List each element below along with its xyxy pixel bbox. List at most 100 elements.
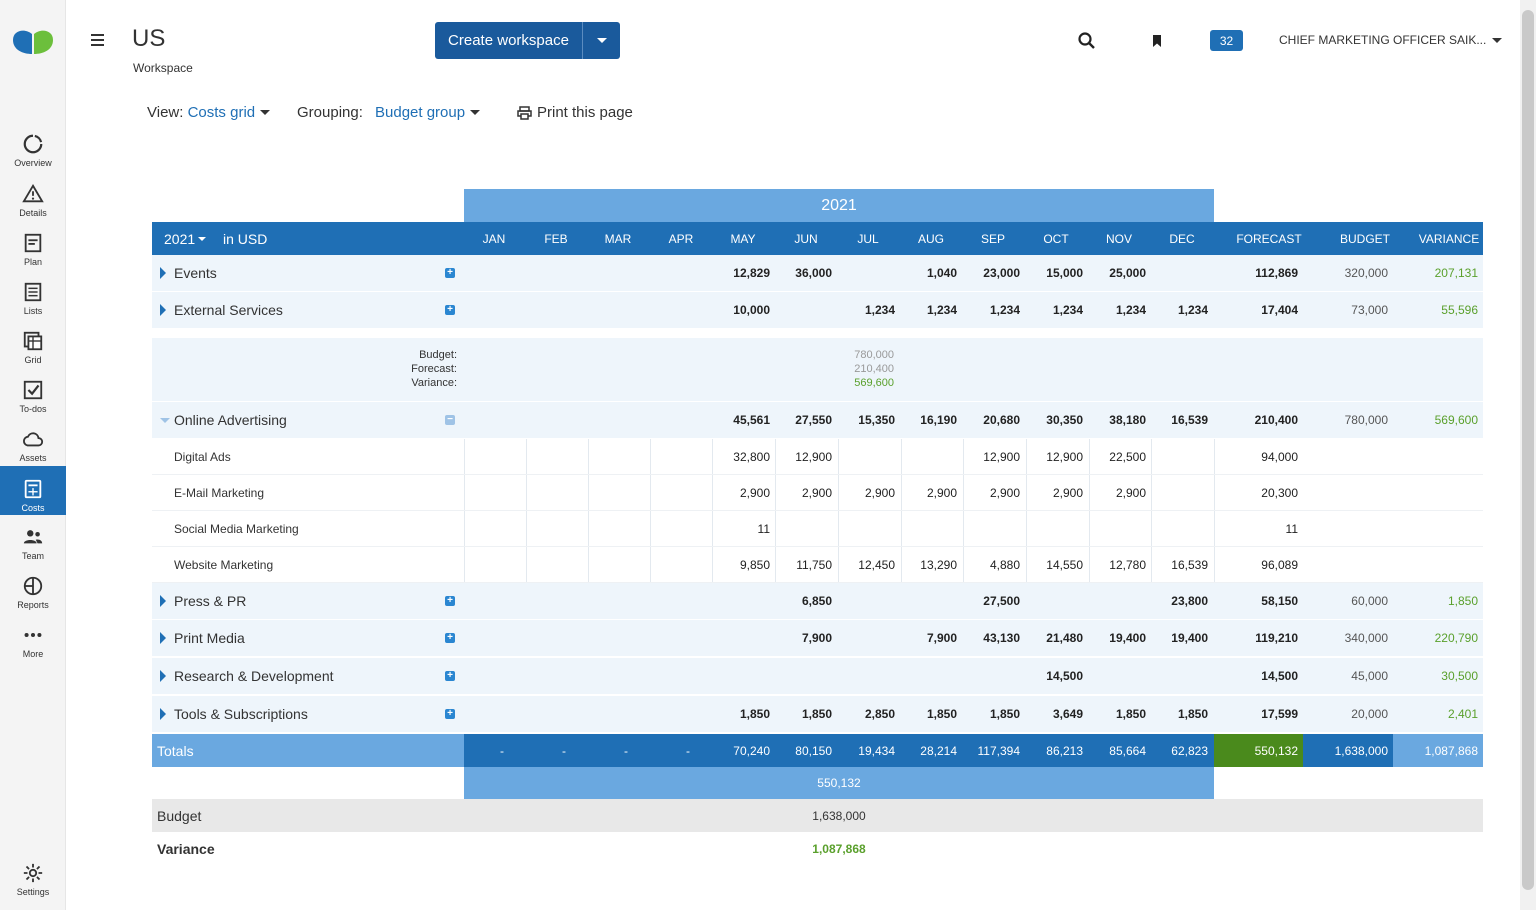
column-header-feb[interactable]: FEB [544,231,568,246]
column-header-jun[interactable]: JUN [794,231,818,246]
cell-oct: 21,480 [1046,631,1083,645]
cell-budget: 320,000 [1344,266,1388,280]
add-icon[interactable]: + [445,268,455,278]
sidebar-item-to-dos[interactable]: To-dos [0,377,66,425]
table-group-row: + Events 12,829 36,000 1,040 23,000 15,000 25,0… [152,255,1483,292]
expand-icon[interactable] [160,304,166,316]
cell-sep: 1,234 [989,303,1020,317]
total-oct: 86,213 [1046,743,1083,758]
row-label: External Services [174,302,283,318]
row-label: Print Media [174,630,245,646]
expand-icon[interactable] [160,267,166,279]
cell-nov: 12,780 [1109,557,1146,572]
cell-variance [1398,547,1478,582]
hamburger-menu-icon[interactable] [88,30,108,50]
column-header-budget[interactable]: BUDGET [1339,231,1390,246]
cell-apr [610,255,690,291]
cell-sep: 1,850 [989,707,1020,721]
print-page-button[interactable]: Print this page [517,104,633,121]
cell-forecast: 94,000 [1261,449,1298,464]
add-icon[interactable]: + [445,633,455,643]
sidebar-item-settings[interactable]: Settings [0,860,66,908]
app-logo[interactable] [11,26,55,56]
currency-label: in USD [223,230,268,247]
expand-icon[interactable] [160,670,166,682]
search-icon[interactable] [1077,31,1097,51]
expand-icon[interactable] [160,595,166,607]
column-header-aug[interactable]: AUG [917,231,944,246]
sidebar-item-overview[interactable]: Overview [0,131,66,179]
add-icon[interactable]: + [445,709,455,719]
create-workspace-button[interactable]: Create workspace [435,22,583,59]
cell-jul: 12,450 [858,557,895,572]
cell-dec [1128,658,1208,694]
sidebar-item-details[interactable]: Details [0,181,66,229]
add-icon[interactable]: + [445,671,455,681]
add-icon[interactable]: + [445,305,455,315]
column-header-apr[interactable]: APR [668,231,694,246]
sidebar-item-more[interactable]: More [0,622,66,670]
notifications-badge[interactable]: 32 [1210,30,1243,51]
column-header-jan[interactable]: JAN [482,231,506,246]
remove-icon[interactable]: − [445,415,455,425]
cloud-icon [23,432,44,447]
year-select[interactable]: 2021 [164,222,207,255]
column-header-variance[interactable]: VARIANCE [1418,231,1480,246]
column-header-may[interactable]: MAY [730,231,756,246]
team-icon [23,530,43,544]
column-header-nov[interactable]: NOV [1105,231,1132,246]
sidebar-item-reports[interactable]: Reports [0,573,66,621]
create-workspace-dropdown[interactable] [583,22,620,59]
table-group-row: + External Services 10,000 1,234 1,234 1,234 1… [152,292,1483,329]
table-group-row: + Tools & Subscriptions 1,850 1,850 2,850 1,8… [152,696,1483,733]
collapse-icon[interactable] [160,418,170,423]
totals-label: Totals [157,742,194,759]
cell-sep: 2,900 [989,485,1020,500]
group-detail-panel [152,338,1483,401]
year-band: 2021 [464,189,1214,222]
cell-jul: 15,350 [858,413,895,427]
cell-may: 45,561 [733,413,770,427]
cell-aug: 16,190 [920,413,957,427]
column-header-mar[interactable]: MAR [604,231,632,246]
grouping-selector[interactable]: Budget group [375,104,481,121]
sidebar-item-team[interactable]: Team [0,524,66,572]
pie-chart-icon [23,576,43,596]
cell-sep: 27,500 [983,594,1020,608]
chevron-down-icon [260,110,271,115]
cell-oct: 1,234 [1052,303,1083,317]
table-subrow: Website Marketing 9,850 11,750 12,450 13,290… [152,547,1483,583]
column-header-jul[interactable]: JUL [857,231,879,246]
add-icon[interactable]: + [445,596,455,606]
sidebar-item-lists[interactable]: Lists [0,279,66,327]
sidebar-item-costs[interactable]: Costs [0,466,66,515]
row-label: Events [174,265,217,281]
cell-dec: 23,800 [1171,594,1208,608]
expand-icon[interactable] [160,632,166,644]
cell-nov: 38,180 [1109,413,1146,427]
column-header-oct[interactable]: OCT [1043,231,1069,246]
cell-budget: 73,000 [1351,303,1388,317]
cell-aug: 1,850 [926,707,957,721]
expand-icon[interactable] [160,708,166,720]
user-menu[interactable]: CHIEF MARKETING OFFICER SAIK... [1279,33,1503,47]
sidebar-item-assets[interactable]: Assets [0,426,66,474]
sidebar-item-label: Plan [23,257,42,267]
column-header-dec[interactable]: DEC [1169,231,1195,246]
budget-summary-row: Budget 1,638,000 [152,799,1483,832]
bookmark-icon[interactable] [1150,33,1164,49]
checkbox-icon [23,380,43,400]
sidebar-item-plan[interactable]: Plan [0,230,66,278]
sidebar-item-label: Assets [19,453,47,463]
table-group-row: + Research & Development 14,500 14,500 45,00… [152,658,1483,695]
column-header-forecast[interactable]: FORECAST [1236,231,1302,246]
cell-aug: 1,234 [926,303,957,317]
cell-jul: 2,850 [864,707,895,721]
grid-icon [23,331,43,351]
view-selector[interactable]: View: Costs grid [147,104,271,121]
cell-apr [610,439,690,474]
workspace-subtitle: Workspace [133,61,193,75]
column-header-sep[interactable]: SEP [980,231,1005,246]
sidebar-item-grid[interactable]: Grid [0,328,66,376]
scrollbar-thumb[interactable] [1522,10,1534,890]
